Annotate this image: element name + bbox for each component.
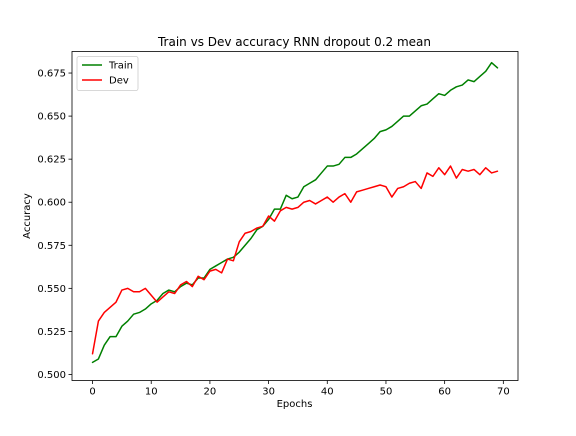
x-axis-ticks: 0 10 20 30 40 50 60 70 (89, 380, 510, 398)
x-tick-label: 30 (262, 387, 275, 398)
y-tick-label: 0.575 (37, 241, 66, 252)
legend-label-train: Train (108, 61, 133, 72)
y-tick-label: 0.500 (37, 370, 66, 381)
x-tick-label: 0 (89, 387, 95, 398)
x-tick-label: 70 (497, 387, 510, 398)
y-axis-ticks: 0.500 0.525 0.550 0.575 0.600 0.625 0.650 0.675 (37, 69, 72, 381)
y-axis-label: Accuracy (22, 193, 33, 239)
legend-label-dev: Dev (109, 76, 129, 87)
x-tick-label: 50 (380, 387, 393, 398)
y-tick-label: 0.525 (37, 327, 66, 338)
x-tick-label: 40 (321, 387, 334, 398)
y-tick-label: 0.550 (37, 284, 66, 295)
y-tick-label: 0.600 (37, 198, 66, 209)
y-tick-label: 0.675 (37, 69, 66, 80)
plot-area-frame (71, 51, 519, 381)
plot-lines (91, 61, 499, 364)
series-line-train (91, 61, 499, 364)
y-tick-label: 0.625 (37, 155, 66, 166)
x-tick-label: 10 (145, 387, 158, 398)
x-tick-label: 20 (204, 387, 217, 398)
x-axis-label: Epochs (277, 399, 313, 410)
chart-title: Train vs Dev accuracy RNN dropout 0.2 me… (157, 35, 431, 49)
series-line-dev (91, 165, 499, 355)
legend: Train Dev (76, 56, 139, 91)
x-tick-label: 60 (438, 387, 451, 398)
y-tick-label: 0.650 (37, 112, 66, 123)
